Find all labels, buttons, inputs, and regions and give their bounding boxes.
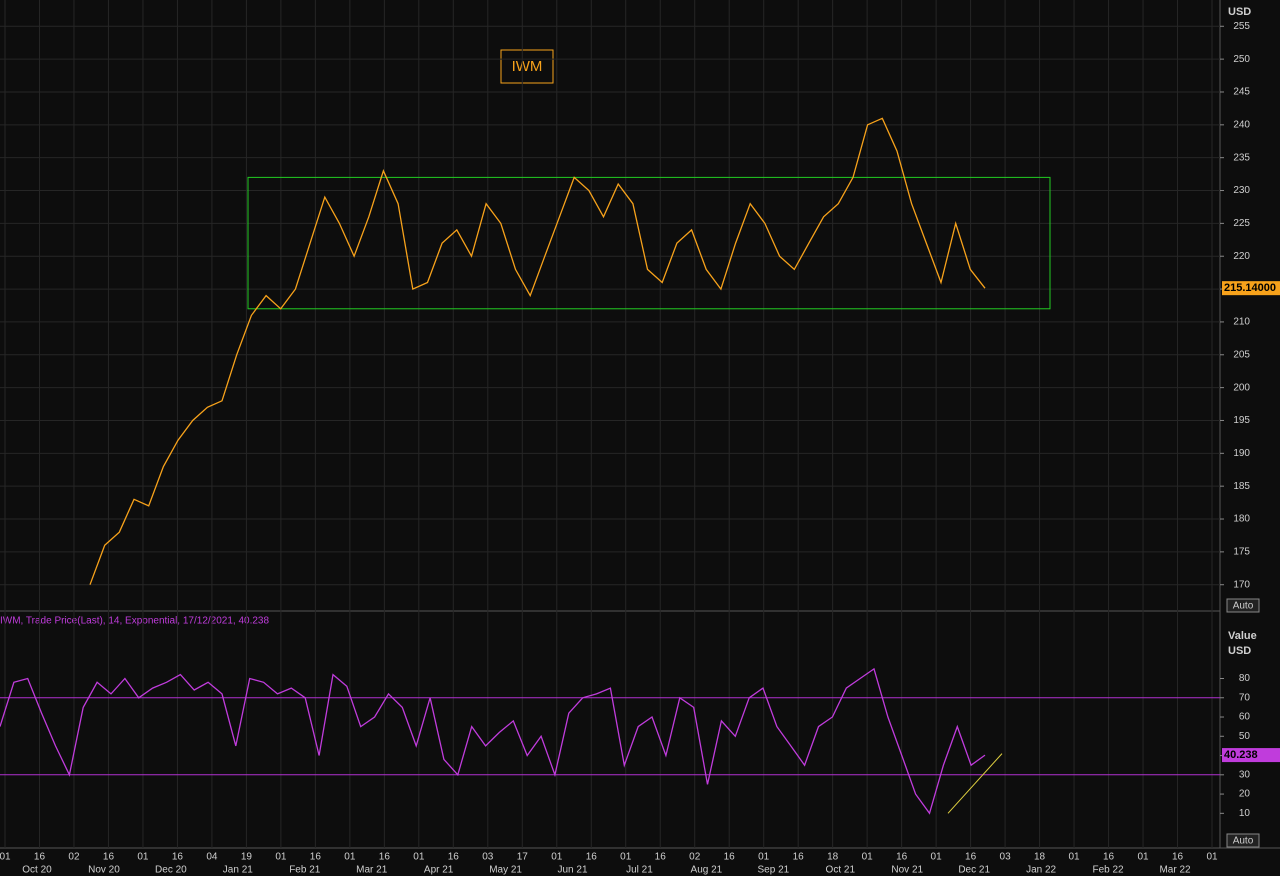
indicator-title: IWM, Trade Price(Last), 14, Exponential,… — [0, 616, 269, 627]
y-unit: USD — [1228, 6, 1251, 18]
x-day-label: 01 — [344, 852, 356, 863]
y-tick-label: 220 — [1233, 251, 1250, 262]
x-day-label: 16 — [34, 852, 46, 863]
x-month-label: Sep 21 — [758, 865, 790, 876]
x-day-label: 16 — [1172, 852, 1184, 863]
y-unit: USD — [1228, 645, 1251, 657]
y-tick-label: 50 — [1239, 731, 1251, 742]
x-day-label: 01 — [413, 852, 425, 863]
y-tick-label: 230 — [1233, 185, 1250, 196]
x-day-label: 16 — [655, 852, 667, 863]
x-month-label: Dec 21 — [958, 865, 990, 876]
x-month-label: Dec 20 — [155, 865, 187, 876]
y-tick-label: 180 — [1233, 514, 1250, 525]
x-day-label: 01 — [0, 852, 11, 863]
x-day-label: 16 — [448, 852, 460, 863]
x-month-label: Jan 21 — [223, 865, 253, 876]
y-tick-label: 235 — [1233, 152, 1250, 163]
x-day-label: 03 — [482, 852, 494, 863]
y-tick-label: 170 — [1233, 579, 1250, 590]
y-caption: Value — [1228, 630, 1257, 642]
x-day-label: 16 — [1103, 852, 1115, 863]
y-tick-label: 185 — [1233, 481, 1250, 492]
x-day-label: 19 — [241, 852, 253, 863]
y-tick-label: 195 — [1233, 415, 1250, 426]
x-month-label: Jun 21 — [558, 865, 588, 876]
x-day-label: 16 — [896, 852, 908, 863]
x-day-label: 01 — [1137, 852, 1149, 863]
x-day-label: 01 — [620, 852, 632, 863]
x-month-label: Feb 21 — [289, 865, 321, 876]
x-day-label: 01 — [551, 852, 563, 863]
title-box — [500, 49, 554, 84]
x-month-label: Oct 21 — [826, 865, 856, 876]
x-month-label: Nov 20 — [88, 865, 120, 876]
channel-box — [247, 176, 1051, 310]
y-tick-label: 70 — [1239, 692, 1251, 703]
x-day-label: 01 — [1206, 852, 1218, 863]
series-line — [89, 117, 986, 585]
x-day-label: 18 — [827, 852, 839, 863]
x-month-label: Jan 22 — [1026, 865, 1056, 876]
x-day-label: 16 — [379, 852, 391, 863]
x-day-label: 16 — [172, 852, 184, 863]
last-value-label: 40.238 — [1224, 749, 1258, 761]
x-day-label: 16 — [965, 852, 977, 863]
x-day-label: 01 — [275, 852, 287, 863]
series-line — [0, 667, 986, 815]
x-day-label: 17 — [517, 852, 529, 863]
y-tick-label: 245 — [1233, 87, 1250, 98]
x-month-label: Aug 21 — [691, 865, 723, 876]
x-day-label: 01 — [758, 852, 770, 863]
y-tick-label: 240 — [1233, 119, 1250, 130]
x-month-label: Oct 20 — [22, 865, 52, 876]
y-tick-label: 255 — [1233, 21, 1250, 32]
x-day-label: 16 — [724, 852, 736, 863]
y-tick-label: 20 — [1239, 789, 1251, 800]
auto-button-label[interactable]: Auto — [1233, 601, 1254, 612]
x-month-label: Jul 21 — [626, 865, 653, 876]
auto-button-label[interactable]: Auto — [1233, 836, 1254, 847]
last-value-box — [1222, 748, 1280, 763]
x-day-label: 01 — [1068, 852, 1080, 863]
x-day-label: 18 — [1034, 852, 1046, 863]
auto-button[interactable] — [1226, 833, 1260, 848]
y-tick-label: 80 — [1239, 673, 1251, 684]
y-tick-label: 190 — [1233, 448, 1250, 459]
x-month-label: Feb 22 — [1092, 865, 1124, 876]
last-value-box — [1222, 281, 1280, 296]
auto-button[interactable] — [1226, 598, 1260, 613]
x-month-label: May 21 — [489, 865, 522, 876]
y-tick-label: 60 — [1239, 712, 1251, 723]
x-day-label: 02 — [68, 852, 80, 863]
y-tick-label: 210 — [1233, 317, 1250, 328]
y-tick-label: 205 — [1233, 349, 1250, 360]
y-tick-label: 200 — [1233, 382, 1250, 393]
x-day-label: 02 — [689, 852, 701, 863]
x-month-label: Apr 21 — [424, 865, 454, 876]
y-tick-label: 10 — [1239, 808, 1251, 819]
x-day-label: 01 — [137, 852, 149, 863]
x-day-label: 01 — [931, 852, 943, 863]
x-day-label: 16 — [310, 852, 322, 863]
x-month-label: Mar 22 — [1159, 865, 1191, 876]
y-tick-label: 30 — [1239, 769, 1251, 780]
x-month-label: Nov 21 — [891, 865, 923, 876]
x-month-label: Mar 21 — [356, 865, 388, 876]
x-day-label: 16 — [586, 852, 598, 863]
x-day-label: 03 — [1000, 852, 1012, 863]
x-day-label: 16 — [103, 852, 115, 863]
last-value-label: 215.14000 — [1224, 282, 1276, 294]
x-day-label: 01 — [862, 852, 874, 863]
y-tick-label: 225 — [1233, 218, 1250, 229]
trend-line — [947, 753, 1003, 814]
x-day-label: 16 — [793, 852, 805, 863]
y-tick-label: 175 — [1233, 547, 1250, 558]
y-tick-label: 250 — [1233, 54, 1250, 65]
chart-title: IWM — [512, 58, 543, 75]
x-day-label: 04 — [206, 852, 218, 863]
